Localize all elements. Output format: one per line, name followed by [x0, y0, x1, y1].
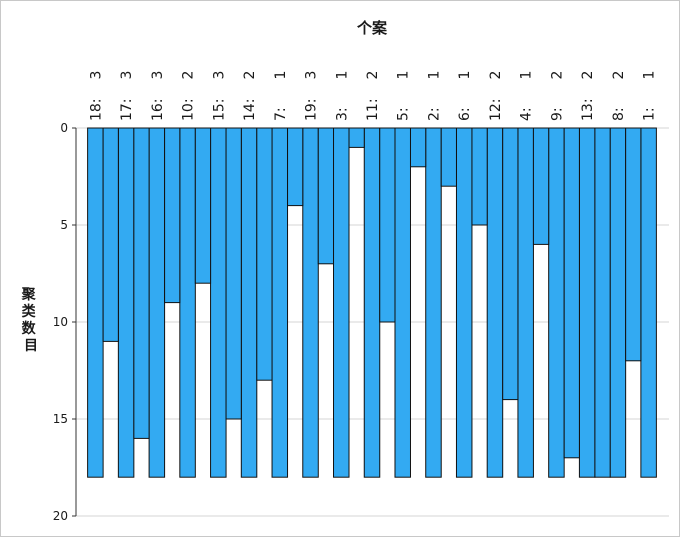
join-span-13: [502, 127, 519, 401]
case-id-label-8: 3:: [334, 107, 350, 121]
cluster-label-6: 1: [273, 71, 289, 80]
case-id-label-13: 12:: [488, 98, 504, 121]
join-span-15: [563, 127, 580, 459]
case-bar-9: [363, 127, 381, 478]
join-span-8: [348, 127, 365, 148]
case-bar-10: [394, 127, 411, 478]
join-span-16: [594, 127, 611, 478]
join-span-17: [625, 127, 642, 362]
join-span-11: [440, 127, 457, 187]
case-id-label-11: 2:: [426, 107, 442, 121]
case-id-label-17: 8:: [611, 107, 627, 121]
case-id-label-4: 15:: [211, 98, 227, 121]
case-labels: 18:317:316:310:215:314:27:119:33:111:25:…: [88, 71, 657, 121]
join-span-7: [317, 127, 335, 265]
case-bar-18: [640, 127, 657, 478]
cluster-label-8: 1: [334, 71, 350, 80]
case-bar-16: [578, 127, 596, 478]
case-id-label-14: 4:: [519, 107, 535, 121]
cluster-label-17: 2: [611, 71, 627, 80]
join-span-12: [471, 127, 488, 226]
cluster-label-5: 2: [242, 71, 258, 80]
case-bar-3: [179, 127, 196, 478]
cluster-label-13: 2: [488, 71, 504, 80]
join-span-0: [102, 127, 119, 342]
case-id-label-6: 7:: [273, 107, 289, 121]
case-id-label-12: 6:: [457, 107, 473, 121]
cluster-label-3: 2: [181, 71, 197, 80]
case-id-label-7: 19:: [304, 98, 320, 121]
join-span-1: [133, 127, 150, 439]
case-bar-1: [117, 127, 135, 478]
y-axis-label: 聚 类 数 目: [21, 287, 41, 354]
cluster-label-9: 2: [365, 71, 381, 80]
case-id-label-3: 10:: [181, 98, 197, 121]
case-id-label-15: 9:: [549, 107, 565, 121]
case-bar-12: [455, 127, 473, 478]
join-span-9: [379, 127, 396, 323]
case-id-label-16: 13:: [580, 98, 596, 121]
case-id-label-10: 5:: [396, 107, 412, 121]
cluster-label-16: 2: [580, 71, 596, 80]
bars-group: [87, 127, 657, 478]
cluster-label-14: 1: [519, 71, 535, 80]
y-tick-label-1: 5: [60, 218, 68, 232]
case-bar-0: [87, 127, 104, 478]
case-bar-11: [425, 127, 442, 478]
cluster-label-4: 3: [211, 71, 227, 80]
case-bar-2: [148, 127, 166, 478]
case-id-label-18: 1:: [642, 107, 658, 121]
cluster-label-0: 3: [88, 71, 104, 80]
cluster-label-18: 1: [642, 71, 658, 80]
y-axis-label-line-4: 目: [24, 338, 38, 354]
join-span-5: [256, 127, 273, 381]
join-span-4: [225, 127, 242, 420]
y-tick-label-0: 0: [60, 121, 68, 135]
cluster-label-12: 1: [457, 71, 473, 80]
case-bar-6: [271, 127, 289, 478]
case-bar-13: [486, 127, 504, 478]
case-bar-7: [302, 127, 319, 478]
case-id-label-1: 17:: [119, 98, 135, 121]
y-tick-label-4: 20: [53, 509, 68, 523]
join-span-10: [409, 127, 427, 168]
case-bar-5: [240, 127, 258, 478]
y-axis-label-line-1: 聚: [21, 287, 37, 303]
case-bar-14: [517, 127, 534, 478]
y-ticks: 0 5 10 15 20: [53, 121, 77, 523]
cluster-label-7: 3: [304, 71, 320, 80]
case-id-label-2: 16:: [150, 98, 166, 121]
y-axis-label-line-3: 数: [22, 320, 37, 337]
cluster-label-2: 3: [150, 71, 166, 80]
y-tick-label-2: 10: [53, 315, 68, 329]
chart-title: 个案: [356, 19, 388, 37]
join-span-2: [164, 127, 181, 304]
join-span-14: [532, 127, 550, 245]
case-bar-8: [333, 127, 350, 478]
cluster-label-1: 3: [119, 71, 135, 80]
case-id-label-9: 11:: [365, 98, 381, 121]
case-id-label-5: 14:: [242, 98, 258, 121]
y-axis-label-line-2: 类: [22, 303, 37, 320]
cluster-label-10: 1: [396, 71, 412, 80]
case-bar-4: [210, 127, 227, 478]
cluster-label-11: 1: [426, 71, 442, 80]
case-bar-15: [548, 127, 565, 478]
case-id-label-0: 18:: [88, 98, 104, 121]
join-span-6: [287, 127, 304, 207]
cluster-label-15: 2: [549, 71, 565, 80]
y-tick-label-3: 15: [53, 412, 68, 426]
case-bar-17: [609, 127, 627, 478]
join-span-3: [194, 127, 212, 284]
